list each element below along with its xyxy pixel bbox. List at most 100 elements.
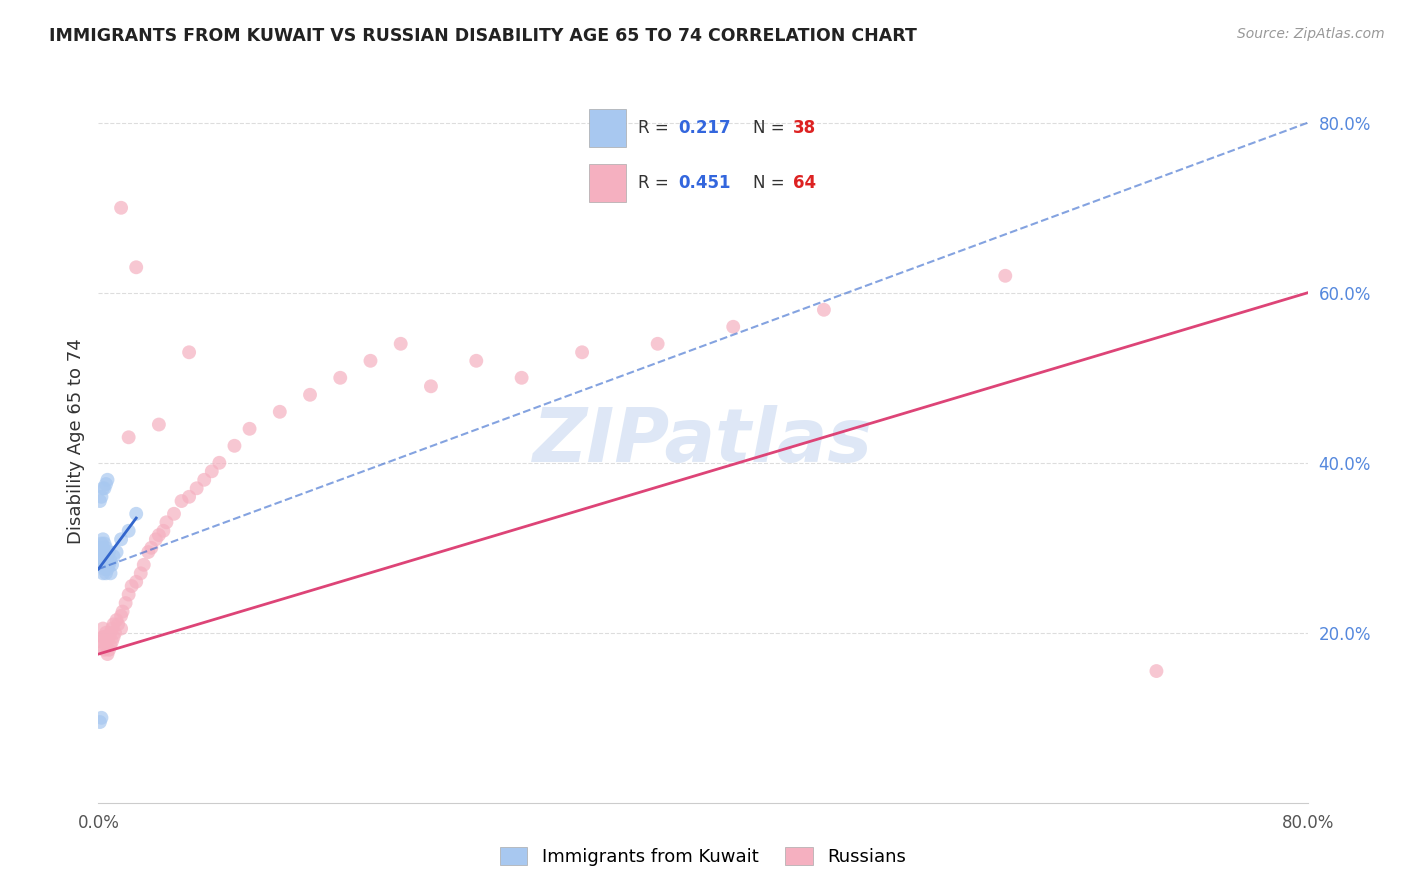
Point bbox=[105, 613, 128, 627]
Point bbox=[90, 639, 112, 653]
Point bbox=[89, 553, 111, 567]
Point bbox=[647, 336, 669, 351]
Point bbox=[90, 536, 112, 550]
Point bbox=[96, 473, 118, 487]
Point bbox=[89, 545, 111, 559]
Point bbox=[91, 549, 114, 564]
Point bbox=[94, 625, 117, 640]
Point bbox=[201, 464, 224, 478]
Point bbox=[125, 260, 148, 275]
Point bbox=[121, 579, 143, 593]
Text: N =: N = bbox=[752, 119, 790, 136]
Point bbox=[89, 714, 111, 729]
Text: 38: 38 bbox=[793, 119, 815, 136]
Point bbox=[110, 622, 132, 636]
Text: R =: R = bbox=[638, 119, 675, 136]
Point bbox=[90, 545, 112, 559]
Point bbox=[94, 566, 117, 581]
Point bbox=[90, 711, 112, 725]
Point bbox=[170, 494, 193, 508]
Point bbox=[152, 524, 174, 538]
Point bbox=[93, 630, 115, 644]
Point bbox=[420, 379, 443, 393]
Point bbox=[111, 605, 134, 619]
Point bbox=[186, 481, 208, 495]
Point bbox=[93, 536, 115, 550]
Point bbox=[329, 371, 352, 385]
Point bbox=[136, 545, 159, 559]
Point bbox=[107, 617, 129, 632]
Point bbox=[89, 541, 111, 555]
Point bbox=[98, 642, 121, 657]
Text: Source: ZipAtlas.com: Source: ZipAtlas.com bbox=[1237, 27, 1385, 41]
Point bbox=[103, 630, 125, 644]
Point bbox=[94, 639, 117, 653]
Point bbox=[100, 639, 122, 653]
Point bbox=[91, 541, 114, 555]
Point bbox=[91, 630, 114, 644]
Text: ZIPatlas: ZIPatlas bbox=[533, 405, 873, 478]
Point bbox=[103, 617, 125, 632]
Point bbox=[93, 642, 115, 657]
Point bbox=[103, 549, 125, 564]
Text: R =: R = bbox=[638, 174, 675, 193]
Point bbox=[90, 490, 112, 504]
Point bbox=[193, 473, 215, 487]
Point bbox=[1144, 664, 1167, 678]
Point bbox=[94, 477, 117, 491]
Point bbox=[96, 549, 118, 564]
Point bbox=[89, 634, 111, 648]
Point bbox=[299, 388, 322, 402]
FancyBboxPatch shape bbox=[589, 164, 626, 202]
Point bbox=[93, 545, 115, 559]
Point bbox=[571, 345, 593, 359]
Point bbox=[179, 490, 201, 504]
Text: 0.451: 0.451 bbox=[679, 174, 731, 193]
Point bbox=[141, 541, 163, 555]
Point bbox=[91, 622, 114, 636]
Point bbox=[155, 516, 177, 530]
Point bbox=[813, 302, 835, 317]
Point bbox=[208, 456, 231, 470]
Point bbox=[148, 528, 170, 542]
Text: N =: N = bbox=[752, 174, 790, 193]
Text: 0.217: 0.217 bbox=[679, 119, 731, 136]
Point bbox=[465, 353, 488, 368]
Point bbox=[125, 574, 148, 589]
Point bbox=[125, 507, 148, 521]
Point bbox=[118, 524, 141, 538]
Point bbox=[90, 558, 112, 572]
Point bbox=[101, 558, 124, 572]
Point bbox=[98, 558, 121, 572]
Point bbox=[179, 345, 201, 359]
Point bbox=[91, 481, 114, 495]
Point bbox=[510, 371, 533, 385]
Point bbox=[148, 417, 170, 432]
Point bbox=[118, 588, 141, 602]
Point bbox=[723, 319, 745, 334]
Y-axis label: Disability Age 65 to 74: Disability Age 65 to 74 bbox=[66, 339, 84, 544]
Point bbox=[110, 533, 132, 547]
Point bbox=[389, 336, 412, 351]
Point bbox=[94, 541, 117, 555]
Point bbox=[105, 545, 128, 559]
Point bbox=[93, 481, 115, 495]
Point bbox=[118, 430, 141, 444]
Point bbox=[145, 533, 167, 547]
Text: 64: 64 bbox=[793, 174, 815, 193]
Point bbox=[96, 647, 118, 661]
Point bbox=[132, 558, 155, 572]
Point bbox=[104, 625, 127, 640]
Point bbox=[91, 533, 114, 547]
Point bbox=[110, 608, 132, 623]
Point bbox=[93, 562, 115, 576]
Point bbox=[100, 553, 122, 567]
Point bbox=[239, 422, 262, 436]
Point bbox=[100, 625, 122, 640]
Point bbox=[269, 405, 291, 419]
Point bbox=[93, 553, 115, 567]
Point bbox=[101, 634, 124, 648]
Point bbox=[91, 566, 114, 581]
Point bbox=[994, 268, 1017, 283]
Point bbox=[94, 553, 117, 567]
